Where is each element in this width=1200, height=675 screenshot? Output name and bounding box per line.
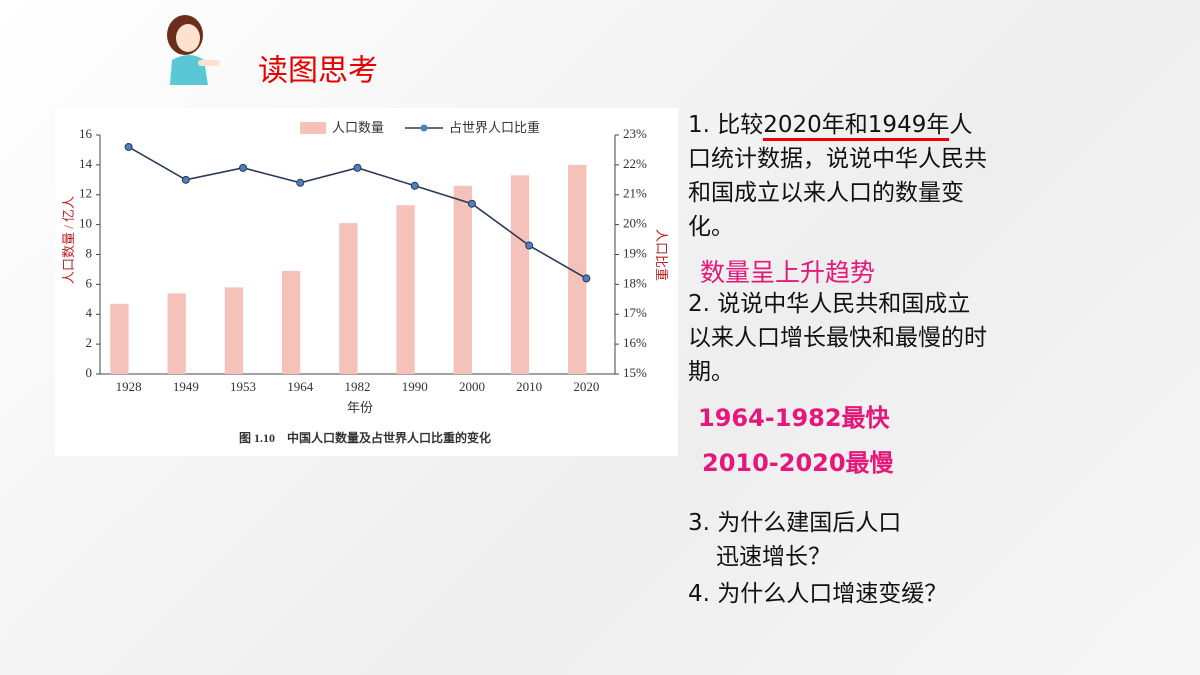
y2-tick-label: 22% — [623, 156, 647, 171]
x-tick-label: 1928 — [116, 379, 142, 394]
y-tick-label: 0 — [86, 365, 93, 380]
legend-label: 占世界人口比重 — [449, 120, 540, 135]
bar — [110, 303, 129, 374]
y-tick-label: 16 — [79, 126, 93, 141]
bar — [281, 270, 301, 374]
bar — [224, 287, 244, 374]
answer-2b: 2010-2020最慢 — [702, 449, 894, 477]
x-tick-label: 2010 — [516, 379, 542, 394]
x-tick-label: 1964 — [287, 379, 314, 394]
y-tick-label: 12 — [79, 186, 92, 201]
q1-prefix: 1. 比较 — [688, 112, 764, 138]
question-3-line1: 3. 为什么建国后人口 — [688, 510, 902, 536]
q1-suffix: 人口统计数据，说说中华人民共和国成立以来人口的数量变化。 — [688, 112, 987, 240]
line-point — [296, 178, 305, 187]
answer-1: 数量呈上升趋势 — [700, 258, 876, 287]
bar — [510, 175, 530, 374]
question-1: 1. 比较2020年和1949年人口统计数据，说说中华人民共和国成立以来人口的数… — [688, 108, 993, 244]
y-tick-label: 2 — [86, 335, 93, 350]
chart-caption: 图 1.10 中国人口数量及占世界人口比重的变化 — [239, 430, 491, 445]
y-tick-label: 8 — [86, 245, 93, 260]
x-tick-label: 1953 — [230, 379, 256, 394]
y2-tick-label: 16% — [623, 335, 647, 350]
y-tick-label: 10 — [79, 216, 92, 231]
line-point — [239, 163, 248, 172]
y-axis-label: 人口数量 / 亿人 — [61, 196, 76, 284]
x-tick-label: 1982 — [345, 379, 371, 394]
x-tick-label: 2020 — [573, 379, 599, 394]
y2-tick-label: 17% — [623, 305, 647, 320]
legend-swatch — [300, 122, 326, 134]
x-tick-label: 1949 — [173, 379, 199, 394]
y2-tick-label: 19% — [623, 245, 647, 260]
y2-tick-label: 18% — [623, 275, 647, 290]
bar — [568, 164, 587, 374]
y2-axis-label: 人口比重 — [654, 229, 669, 281]
x-tick-label: 1990 — [402, 379, 428, 394]
bar — [453, 185, 472, 374]
legend-label: 人口数量 — [332, 120, 384, 135]
bar — [167, 293, 186, 374]
answer-2a: 1964-1982最快 — [698, 404, 890, 432]
line-point — [582, 274, 591, 283]
y-tick-label: 14 — [79, 156, 93, 171]
slide-title: 读图思考 — [258, 54, 378, 89]
bar — [396, 205, 415, 374]
line-point — [410, 181, 419, 190]
line-point — [525, 241, 534, 250]
legend-marker — [420, 124, 428, 132]
y2-tick-label: 20% — [623, 216, 647, 231]
q1-highlight: 2020年和1949年 — [763, 112, 950, 141]
line-point — [181, 175, 190, 184]
question-3-line2: 迅速增长？ — [716, 544, 831, 570]
bar — [339, 223, 358, 374]
y-tick-label: 4 — [86, 305, 93, 320]
x-axis-label: 年份 — [347, 400, 373, 415]
question-4: 4. 为什么人口增速变缓？ — [688, 581, 948, 607]
question-2: 2. 说说中华人民共和国成立以来人口增长最快和最慢的时期。 — [688, 291, 987, 385]
line-point — [124, 142, 133, 151]
line-point — [467, 199, 476, 208]
y2-tick-label: 21% — [623, 186, 647, 201]
character-icon — [167, 15, 220, 85]
y2-tick-label: 15% — [623, 365, 647, 380]
x-tick-label: 2000 — [459, 379, 485, 394]
y2-tick-label: 23% — [623, 126, 647, 141]
y-tick-label: 6 — [86, 275, 93, 290]
line-point — [353, 163, 362, 172]
